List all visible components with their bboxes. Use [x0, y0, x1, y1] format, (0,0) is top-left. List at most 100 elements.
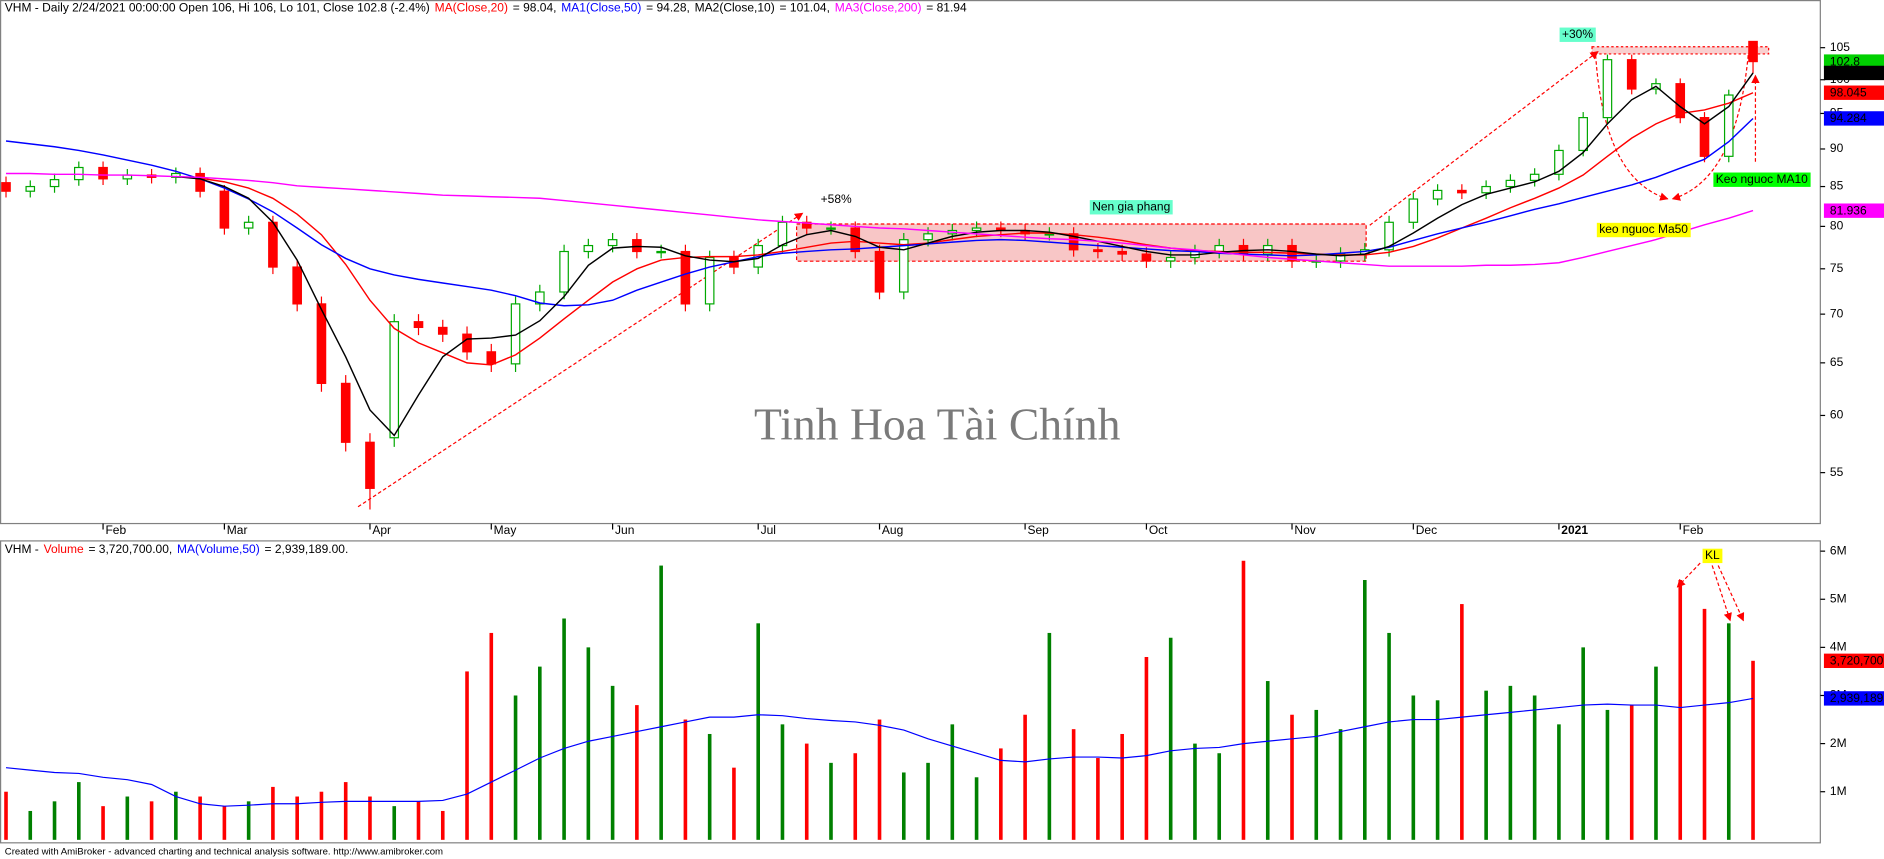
- volume-bar: [513, 695, 518, 840]
- candle-body: [486, 351, 497, 365]
- price-tag: [1823, 691, 1884, 706]
- annotation-bg: [1702, 548, 1723, 564]
- candle-body: [656, 250, 666, 254]
- candle-body: [268, 221, 278, 268]
- volume-bar: [1120, 733, 1124, 840]
- volume-bar: [950, 724, 955, 840]
- volume-bar: [1217, 753, 1222, 840]
- x-tick-label: Feb: [1683, 523, 1704, 537]
- volume-bar: [1144, 656, 1149, 840]
- candle-body: [898, 239, 909, 293]
- volume-bar: [1654, 666, 1658, 840]
- volume-bar: [1726, 623, 1731, 840]
- candle-body: [171, 172, 181, 178]
- candle-body: [1214, 244, 1225, 253]
- volume-bar: [780, 724, 785, 840]
- annotation-bg: [1596, 222, 1691, 238]
- candle-body: [632, 239, 642, 253]
- header: VHM - Volume = 3,720,700.00, MA(Volume,50) =…: [5, 542, 349, 556]
- candle-body: [1554, 149, 1564, 175]
- volume-bar: [1363, 580, 1367, 840]
- volume-bar: [586, 647, 591, 840]
- price-tag-label: 3,720,700: [1830, 654, 1884, 668]
- volume-bar: [1023, 714, 1027, 840]
- trend-arrow: [357, 212, 804, 508]
- volume-bar: [1096, 758, 1100, 840]
- volume-bar: [1193, 743, 1197, 840]
- volume-bar: [732, 767, 736, 840]
- legend-value: = 101.04,: [780, 1, 830, 15]
- candle-body: [462, 333, 472, 353]
- volume-bar: [1605, 709, 1610, 840]
- volume-arrow: [1717, 565, 1745, 622]
- volume-bar: [174, 791, 178, 840]
- candle-body: [874, 250, 885, 293]
- volume-bar: [149, 801, 154, 840]
- y-tick-label: 75: [1830, 261, 1844, 275]
- candle-body: [365, 441, 375, 489]
- x-tick-label: 2021: [1561, 523, 1588, 537]
- candle-body: [607, 239, 618, 247]
- volume-bar: [1460, 604, 1464, 840]
- price-tag-label: 101.04: [1830, 66, 1867, 80]
- candle-body: [49, 179, 60, 188]
- candle-body: [1117, 250, 1127, 255]
- footer: Created with AmiBroker - advanced charti…: [5, 846, 443, 857]
- volume-bar: [1265, 681, 1270, 840]
- candle-body: [1457, 189, 1467, 194]
- volume-bar: [440, 810, 445, 840]
- volume-bar: [1071, 729, 1076, 840]
- volume-bar: [1678, 580, 1683, 840]
- volume-bar: [1290, 714, 1294, 840]
- y-tick-label: 5M: [1830, 591, 1847, 605]
- volume-bar: [101, 806, 105, 840]
- y-tick-label: 2M: [1830, 736, 1847, 750]
- legend-name: MA2(Close,10): [695, 1, 775, 15]
- annotation-bg: [1559, 27, 1596, 42]
- header-title: VHM - Daily 2/24/2021 00:00:00 Open 106,…: [5, 1, 430, 15]
- candle-body: [1141, 253, 1152, 262]
- candle-body: [1699, 117, 1710, 157]
- volume-bar: [1581, 647, 1585, 840]
- candle-body: [1748, 40, 1758, 63]
- legend-name: MA(Volume,50): [177, 542, 260, 556]
- price-tag: [1823, 85, 1884, 100]
- y-tick-label: 105: [1830, 40, 1850, 54]
- candle-body: [1408, 198, 1419, 223]
- candle-body: [850, 227, 861, 253]
- candle-body: [826, 227, 836, 230]
- y-tick-label: 1M: [1830, 784, 1847, 798]
- volume-bar: [1338, 729, 1343, 840]
- volume-bar: [125, 796, 130, 840]
- volume-bar: [28, 810, 33, 840]
- annotation-bg: [1089, 200, 1173, 215]
- volume-bar: [198, 796, 202, 840]
- annotation: +30%: [1562, 27, 1593, 41]
- candle-body: [1068, 233, 1079, 251]
- volume-bar: [1508, 685, 1513, 840]
- candle-body: [923, 233, 933, 241]
- legend-value: = 98.04,: [513, 1, 557, 15]
- legend-value: = 2,939,189.00.: [265, 542, 349, 556]
- volume-bar: [1557, 724, 1561, 840]
- annotation: +58%: [821, 192, 852, 206]
- ma-line: [6, 172, 1754, 267]
- annotation: KL: [1705, 548, 1720, 562]
- volume-bar: [295, 796, 299, 840]
- price-tag-label: 2,939,189: [1830, 691, 1884, 705]
- volume-bar: [76, 782, 81, 840]
- candle-body: [1529, 173, 1540, 181]
- volume-bar: [1702, 608, 1707, 840]
- candle-body: [1505, 179, 1516, 188]
- price-tag: [1823, 65, 1884, 81]
- volume-arrow: [1711, 565, 1732, 622]
- legend-name: MA1(Close,50): [561, 1, 641, 15]
- header-title: VHM -: [5, 542, 39, 556]
- candle-body: [801, 221, 812, 229]
- candle-body: [704, 256, 715, 305]
- candle-body: [195, 172, 205, 192]
- candle-body: [389, 321, 400, 439]
- legend-name: MA(Close,20): [435, 1, 508, 15]
- volume-bar: [999, 748, 1003, 840]
